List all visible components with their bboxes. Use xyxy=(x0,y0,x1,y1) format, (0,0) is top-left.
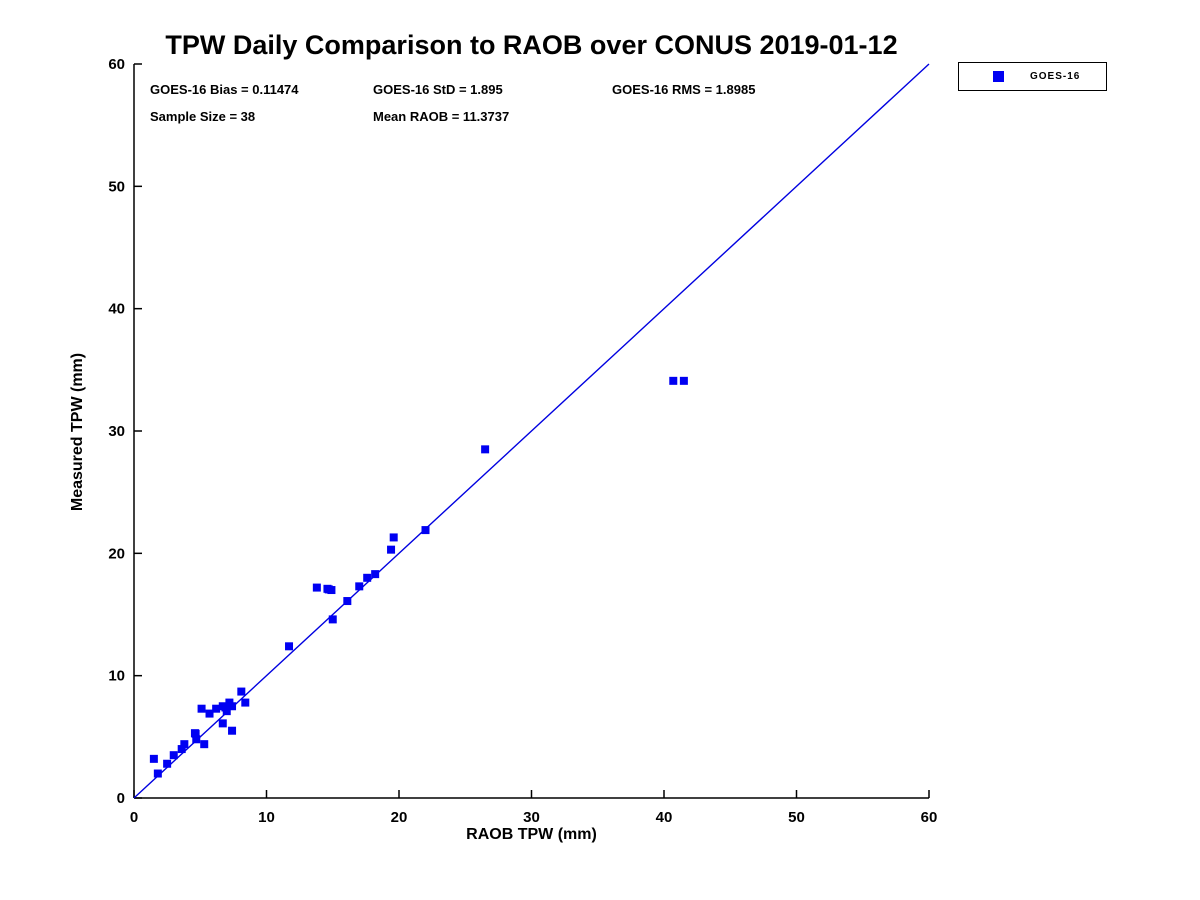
data-point-marker xyxy=(241,698,250,707)
stat-bias: GOES-16 Bias = 0.11474 xyxy=(150,82,299,97)
data-point-marker xyxy=(343,597,352,606)
y-tick-label: 60 xyxy=(108,56,125,73)
stat-sample-size: Sample Size = 38 xyxy=(150,109,256,124)
y-tick-label: 10 xyxy=(108,668,125,685)
identity-line xyxy=(133,63,930,799)
data-point-marker xyxy=(679,376,688,385)
data-point-marker xyxy=(222,707,231,716)
data-point-marker xyxy=(177,745,186,754)
goes16-series-marker-icon xyxy=(993,71,1004,82)
stat-std: GOES-16 StD = 1.895 xyxy=(373,82,503,97)
data-point-marker xyxy=(169,751,178,760)
x-tick-label: 40 xyxy=(656,809,673,826)
legend: GOES-16 xyxy=(958,62,1107,91)
x-tick-label: 60 xyxy=(921,809,938,826)
data-point-marker xyxy=(153,769,162,778)
data-point-marker xyxy=(191,729,200,738)
data-point-marker xyxy=(371,570,380,579)
x-tick-label: 20 xyxy=(391,809,408,826)
data-point-marker xyxy=(228,702,237,711)
x-tick-label: 10 xyxy=(258,809,275,826)
data-point-marker xyxy=(197,704,206,713)
data-point-marker xyxy=(355,582,364,591)
data-point-marker xyxy=(163,759,172,768)
y-tick-label: 30 xyxy=(108,423,125,440)
data-point-marker xyxy=(192,735,201,744)
data-point-marker xyxy=(481,445,490,454)
y-axis-label: Measured TPW (mm) xyxy=(69,352,86,512)
data-point-marker xyxy=(200,740,209,749)
stat-rms: GOES-16 RMS = 1.8985 xyxy=(612,82,756,97)
data-point-marker xyxy=(312,583,321,592)
data-point-marker xyxy=(387,545,396,554)
data-point-marker xyxy=(421,526,430,535)
y-tick-label: 50 xyxy=(108,178,125,195)
data-point-marker xyxy=(328,615,337,624)
chart-title: TPW Daily Comparison to RAOB over CONUS … xyxy=(165,30,898,60)
data-point-marker xyxy=(669,376,678,385)
data-point-marker xyxy=(149,754,158,763)
data-point-marker xyxy=(218,719,227,728)
x-tick-label: 30 xyxy=(523,809,540,826)
data-point-marker xyxy=(180,740,189,749)
y-tick-label: 0 xyxy=(117,790,125,807)
data-point-marker xyxy=(237,687,246,696)
legend-label-goes16: GOES-16 xyxy=(1030,71,1081,82)
y-tick-label: 20 xyxy=(108,545,125,562)
data-point-marker xyxy=(285,642,294,651)
x-tick-label: 0 xyxy=(130,809,138,826)
data-point-marker xyxy=(205,709,214,718)
x-axis-label: RAOB TPW (mm) xyxy=(466,826,597,843)
data-point-marker xyxy=(327,586,336,595)
y-tick-label: 40 xyxy=(108,301,125,318)
data-point-marker xyxy=(212,704,221,713)
x-tick-label: 50 xyxy=(788,809,805,826)
data-point-marker xyxy=(389,533,398,542)
data-point-marker xyxy=(228,726,237,735)
data-point-marker xyxy=(363,573,372,582)
stat-mean-raob: Mean RAOB = 11.3737 xyxy=(373,109,510,124)
